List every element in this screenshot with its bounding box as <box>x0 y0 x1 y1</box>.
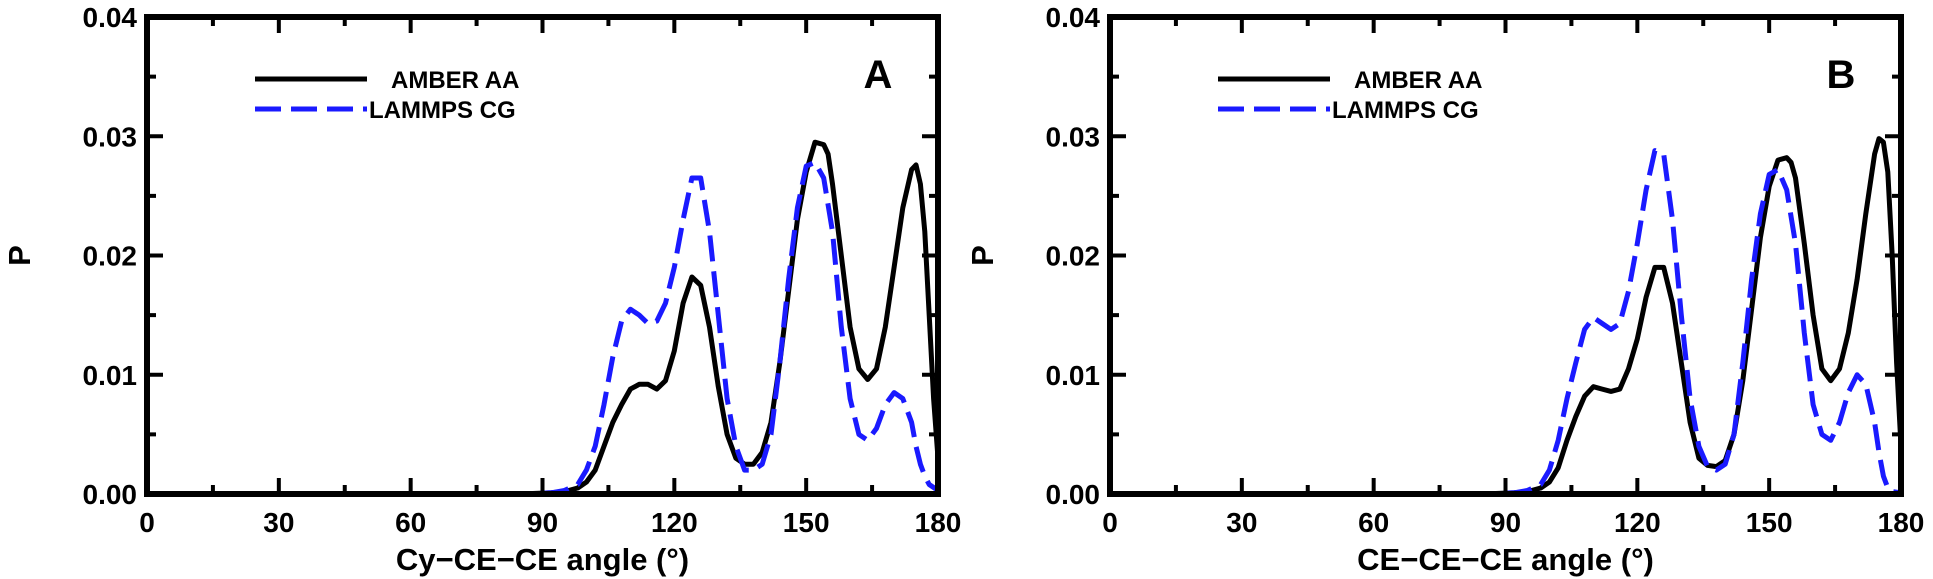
legend-label: LAMMPS CG <box>1332 97 1479 124</box>
x-tick-label: 120 <box>1614 507 1661 538</box>
y-tick-label: 0.03 <box>83 121 138 152</box>
legend-label: AMBER AA <box>391 67 519 94</box>
y-tick-label: 0.01 <box>83 360 138 391</box>
x-tick-label: 60 <box>395 507 426 538</box>
plot-frame <box>1107 14 1904 497</box>
y-tick-label: 0.04 <box>1046 2 1101 33</box>
panel-label: A <box>864 53 893 97</box>
x-tick-label: 60 <box>1358 507 1389 538</box>
legend-label: LAMMPS CG <box>369 97 516 124</box>
plot-frame <box>144 14 941 497</box>
x-tick-label: 90 <box>1490 507 1521 538</box>
x-axis-label: CE−CE−CE angle (°) <box>1357 542 1654 577</box>
legend: AMBER AA LAMMPS CG <box>1218 67 1482 124</box>
y-tick-label: 0.03 <box>1046 121 1101 152</box>
y-tick-label: 0.00 <box>1046 479 1101 510</box>
x-axis-label: Cy−CE−CE angle (°) <box>396 542 689 577</box>
y-axis-label: P <box>965 245 1000 266</box>
legend: AMBER AA LAMMPS CG <box>255 67 519 124</box>
x-tick-label: 150 <box>783 507 830 538</box>
x-tick-label: 90 <box>527 507 558 538</box>
y-axis-label: P <box>2 245 37 266</box>
series-line-lammps-cg <box>1110 148 1902 497</box>
y-tick-label: 0.01 <box>1046 360 1101 391</box>
x-tick-label: 30 <box>1226 507 1257 538</box>
y-tick-label: 0.04 <box>83 2 138 33</box>
x-tick-label: 30 <box>263 507 294 538</box>
y-tick-label: 0.02 <box>1046 241 1101 272</box>
series-line-amber-aa <box>1110 136 1904 497</box>
x-tick-label: 0 <box>139 507 155 538</box>
legend-label: AMBER AA <box>1354 67 1482 94</box>
x-tick-label: 180 <box>1878 507 1925 538</box>
x-tick-label: 180 <box>915 507 962 538</box>
x-tick-label: 150 <box>1746 507 1793 538</box>
series-line-lammps-cg <box>147 160 940 497</box>
panel-label: B <box>1827 53 1856 97</box>
chart-panel-a: 0 30 60 90 120 150 180 0.00 0.01 0.02 0.03 0.04 Cy−C… <box>2 2 961 577</box>
x-tick-label: 120 <box>651 507 698 538</box>
y-tick-label: 0.00 <box>83 479 138 510</box>
x-tick-label: 0 <box>1102 507 1118 538</box>
chart-panel-b: 0 30 60 90 120 150 180 0.00 0.01 0.02 0.03 0.04 CE−C… <box>965 2 1924 577</box>
series-line-amber-aa <box>147 139 941 497</box>
y-tick-label: 0.02 <box>83 241 138 272</box>
